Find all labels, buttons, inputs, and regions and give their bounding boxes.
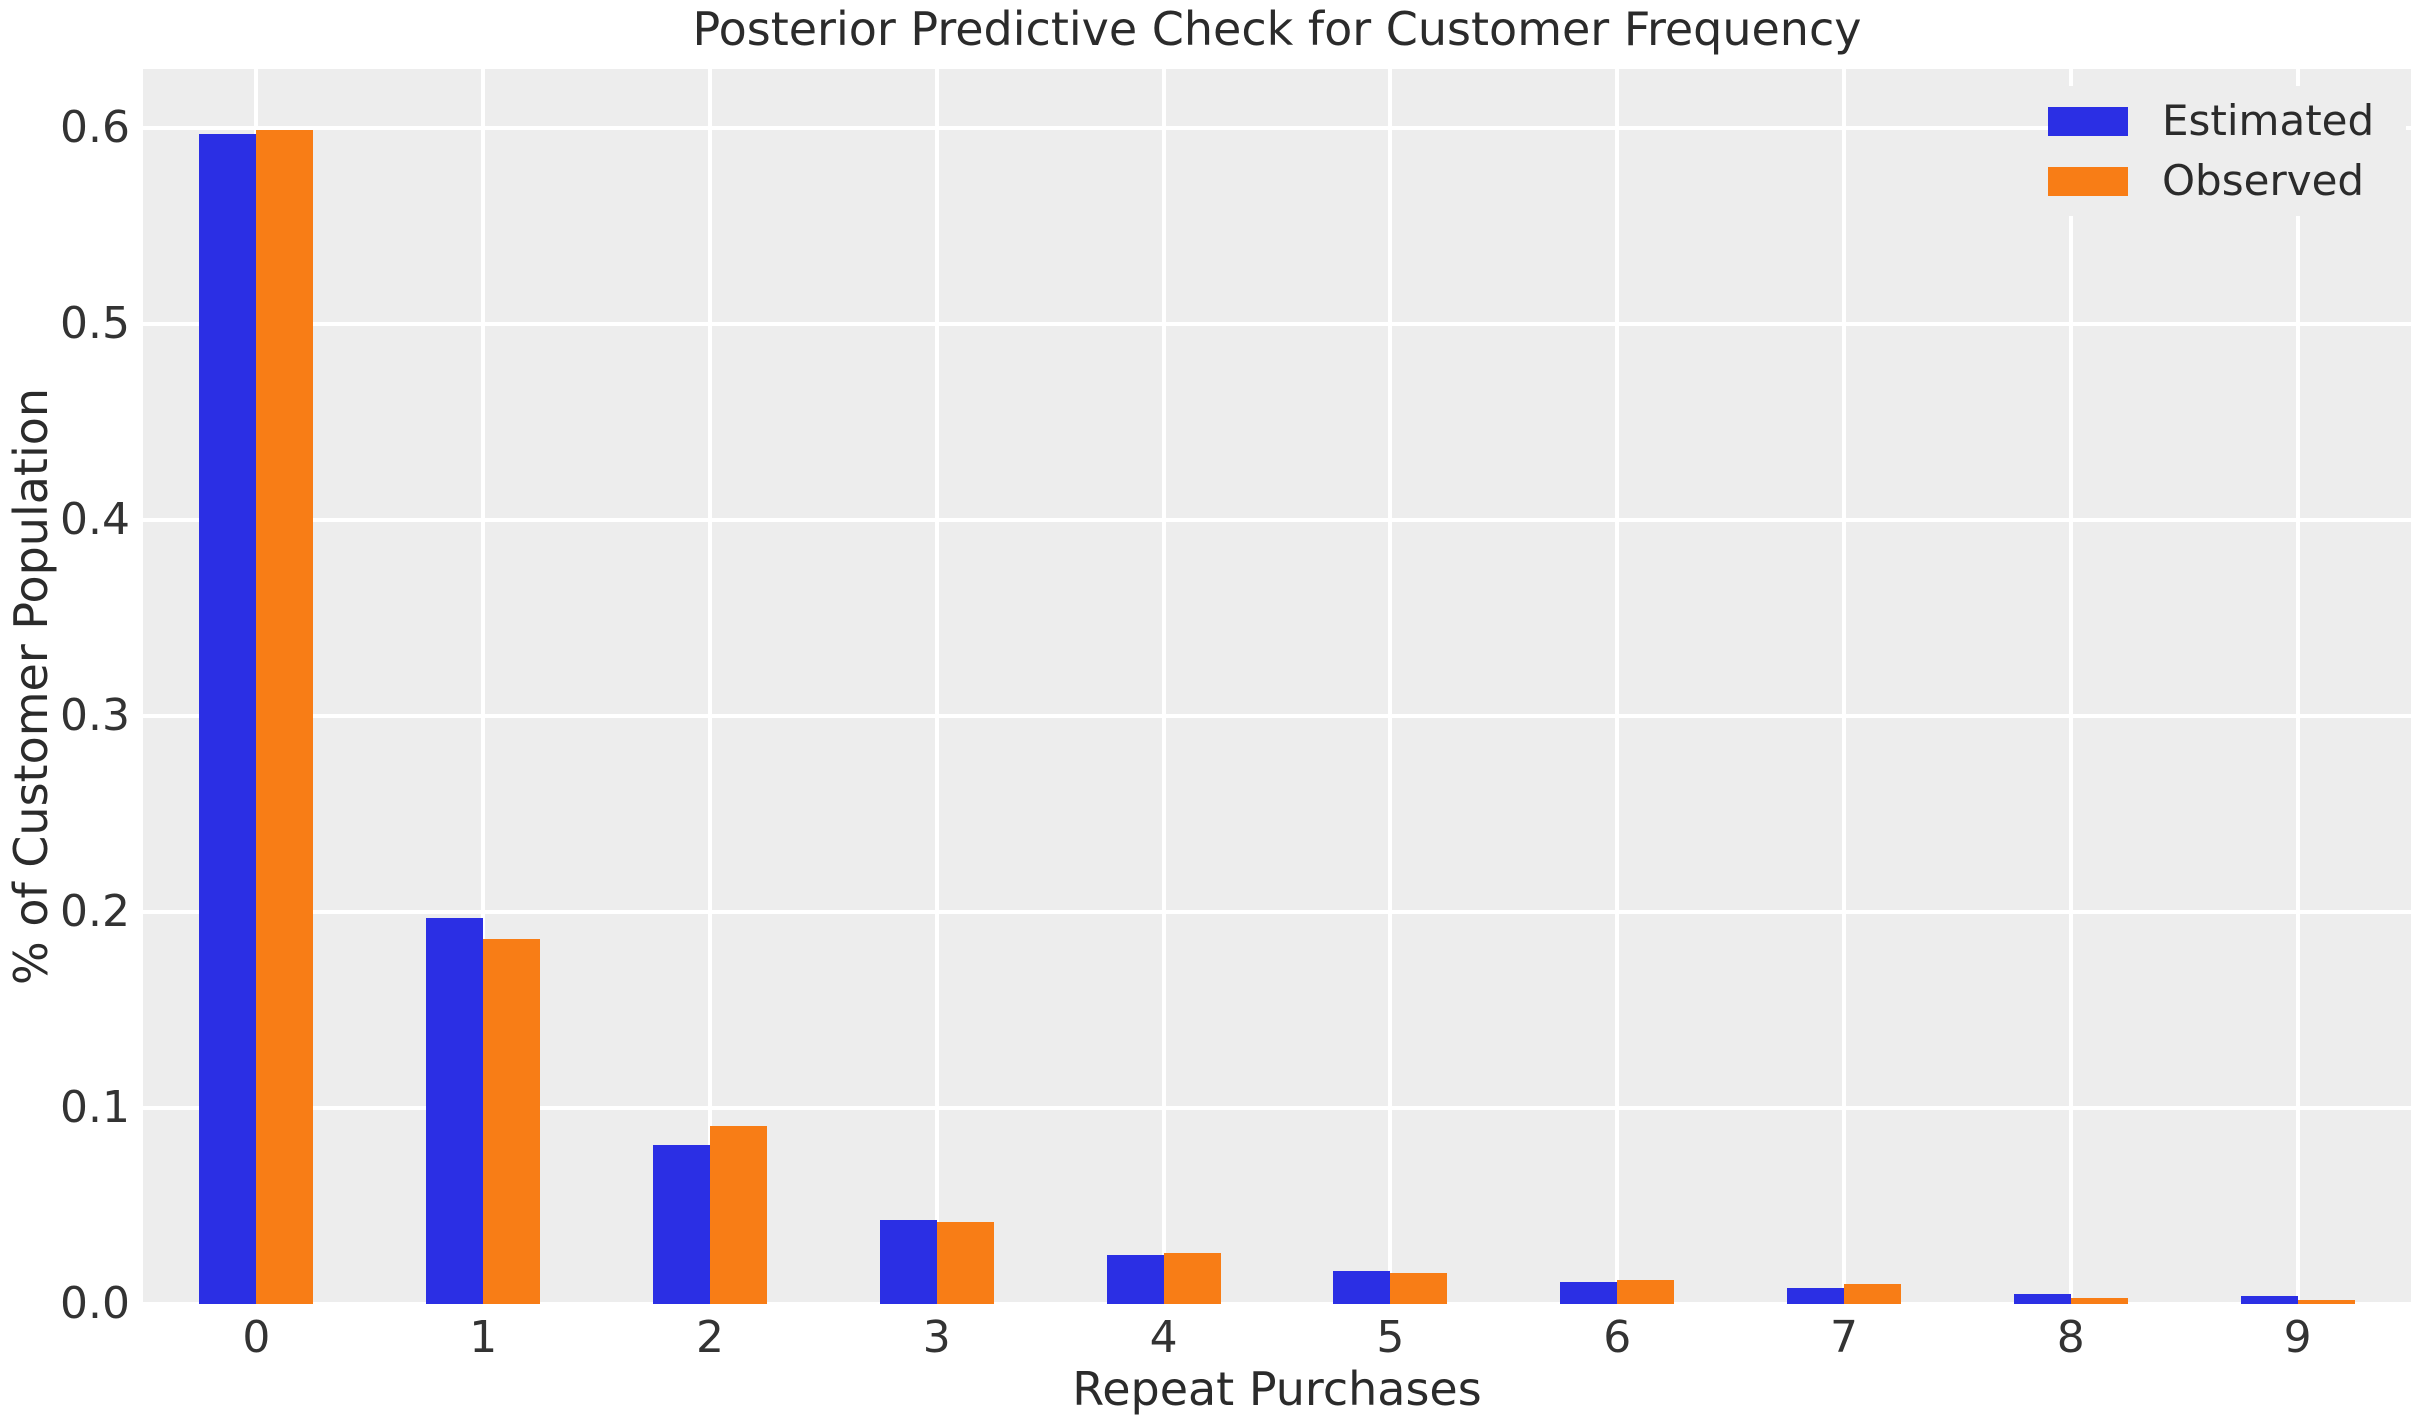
bar-observed-1	[483, 939, 541, 1304]
gridline-x-2	[708, 69, 712, 1304]
y-tick-0.0: 0.0	[60, 1278, 130, 1329]
gridline-x-5	[1388, 69, 1393, 1304]
bar-observed-5	[1390, 1272, 1448, 1304]
x-axis-label: Repeat Purchases	[1072, 1362, 1482, 1416]
gridline-y-0	[143, 1302, 2411, 1306]
bar-estimated-8	[2013, 1294, 2071, 1304]
x-tick-0: 0	[242, 1312, 271, 1363]
bar-observed-8	[2070, 1298, 2128, 1304]
legend: Estimated Observed	[2048, 86, 2406, 216]
x-tick-9: 9	[2283, 1312, 2312, 1363]
gridline-x-6	[1615, 69, 1620, 1304]
bar-estimated-7	[1787, 1288, 1844, 1304]
bar-estimated-3	[879, 1219, 937, 1304]
x-tick-7: 7	[1830, 1312, 1858, 1363]
x-tick-5: 5	[1376, 1312, 1405, 1363]
y-tick-0.4: 0.4	[60, 493, 130, 545]
gridline-x-1	[481, 69, 486, 1304]
gridline-y-0.1	[143, 1105, 2411, 1110]
gridline-y-0.6	[143, 125, 2411, 130]
chart-title: Posterior Predictive Check for Customer …	[692, 2, 1862, 56]
y-tick-0.3: 0.3	[60, 689, 130, 741]
x-tick-6: 6	[1603, 1312, 1632, 1363]
bar-estimated-1	[426, 917, 484, 1304]
bar-estimated-5	[1333, 1270, 1391, 1304]
bar-estimated-2	[653, 1145, 710, 1304]
bar-observed-0	[256, 129, 314, 1304]
bar-estimated-6	[1560, 1282, 1618, 1304]
bar-observed-4	[1163, 1253, 1221, 1304]
gridline-y-0.3	[143, 713, 2411, 718]
bar-observed-3	[936, 1221, 994, 1304]
bar-estimated-0	[199, 133, 257, 1304]
gridline-x-7	[1842, 69, 1846, 1304]
y-tick-0.6: 0.6	[60, 101, 130, 153]
legend-item-estimated: Estimated	[2048, 100, 2406, 142]
bar-observed-9	[2297, 1300, 2355, 1304]
gridline-x-9	[2295, 69, 2300, 1304]
legend-label-observed: Observed	[2162, 156, 2365, 205]
legend-item-observed: Observed	[2048, 160, 2406, 202]
legend-label-estimated: Estimated	[2162, 96, 2375, 145]
gridline-y-0.5	[143, 321, 2411, 326]
x-tick-8: 8	[2056, 1312, 2085, 1363]
x-tick-2: 2	[696, 1312, 724, 1363]
x-tick-4: 4	[1149, 1312, 1178, 1363]
y-tick-0.5: 0.5	[60, 297, 130, 349]
gridline-y-0.4	[143, 517, 2411, 522]
y-tick-0.1: 0.1	[60, 1081, 130, 1133]
legend-swatch-estimated	[2048, 106, 2128, 136]
y-axis-label: % of Customer Population	[4, 387, 58, 986]
gridline-x-8	[2068, 69, 2073, 1304]
x-tick-3: 3	[922, 1312, 951, 1363]
bar-observed-6	[1617, 1280, 1675, 1304]
gridline-x-3	[934, 69, 939, 1304]
legend-swatch-observed	[2048, 166, 2128, 196]
bar-observed-7	[1844, 1284, 1901, 1304]
gridline-x-4	[1161, 69, 1166, 1304]
x-tick-1: 1	[469, 1312, 498, 1363]
bar-estimated-9	[2240, 1296, 2298, 1304]
bar-observed-2	[710, 1125, 767, 1304]
gridline-y-0.2	[143, 909, 2411, 914]
y-tick-0.2: 0.2	[60, 885, 130, 937]
plot-area	[143, 69, 2411, 1306]
bar-estimated-4	[1106, 1255, 1164, 1304]
